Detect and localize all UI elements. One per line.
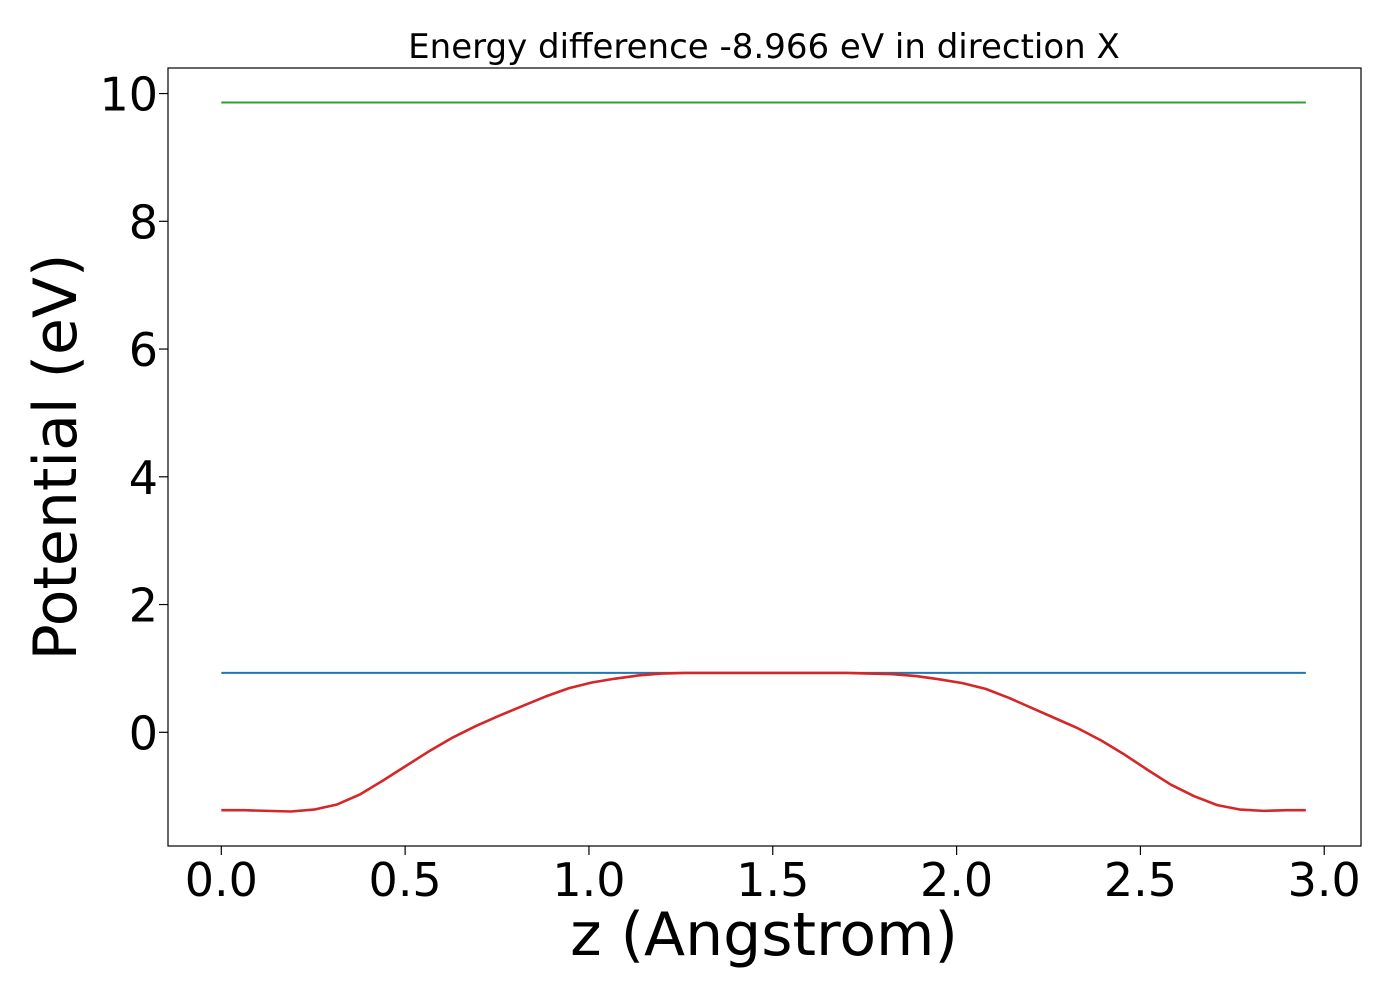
x-tick-label: 1.5: [736, 853, 809, 907]
x-axis-ticks: 0.0 0.5 1.0 1.5 2.0 2.5 3.0: [185, 846, 1361, 907]
plot-frame: [167, 67, 1362, 847]
y-axis-label: Potential (eV): [21, 254, 91, 661]
x-tick-label: 0.0: [185, 853, 258, 907]
x-tick-label: 2.0: [920, 853, 993, 907]
x-tick-label: 2.5: [1104, 853, 1177, 907]
x-tick-label: 3.0: [1288, 853, 1361, 907]
y-tick-label: 10: [99, 68, 158, 122]
x-tick-label: 1.0: [552, 853, 625, 907]
y-tick-label: 4: [129, 451, 158, 505]
y-tick-label: 0: [129, 706, 158, 760]
x-tick-label: 0.5: [369, 853, 442, 907]
series-layer: [221, 101, 1306, 813]
y-tick-label: 2: [129, 579, 158, 633]
y-axis-ticks: 0 2 4 6 8 10: [99, 68, 168, 760]
y-tick-label: 8: [129, 195, 158, 249]
x-axis-label: z (Angstrom): [570, 900, 958, 970]
y-tick-label: 6: [129, 323, 158, 377]
series-line-2: [221, 671, 1306, 813]
chart-title: Energy difference -8.966 eV in direction…: [408, 27, 1120, 67]
